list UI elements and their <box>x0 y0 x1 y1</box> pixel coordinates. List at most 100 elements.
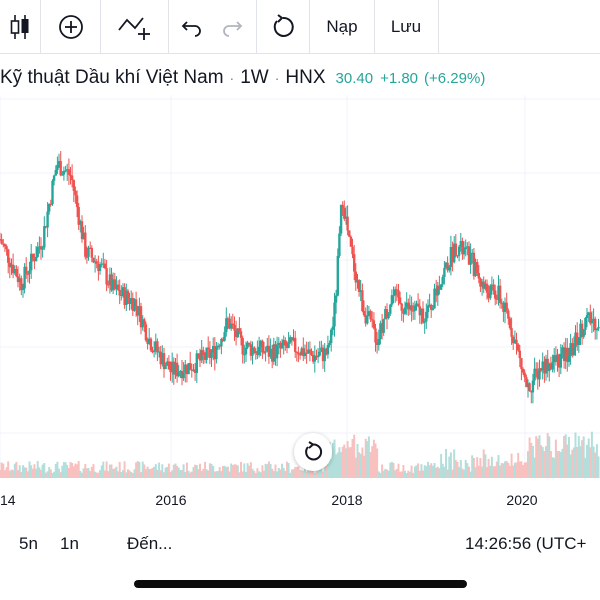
volume-bar <box>159 470 162 478</box>
volume-bar <box>246 463 249 478</box>
volume-bar <box>207 470 210 478</box>
candle-body <box>369 311 372 320</box>
volume-bar <box>374 443 377 478</box>
volume-bar <box>549 451 552 478</box>
undo-icon[interactable] <box>173 0 211 53</box>
volume-bar <box>81 472 83 478</box>
volume-bar <box>202 468 205 478</box>
volume-bar <box>535 436 538 478</box>
candle-body <box>479 278 482 287</box>
volume-bar <box>582 436 585 478</box>
volume-bar <box>366 441 369 478</box>
volume-bar <box>25 467 28 478</box>
candle-body <box>254 351 257 353</box>
candle-body <box>292 337 295 341</box>
candle-body <box>528 383 531 392</box>
range-1y-button[interactable]: 1n <box>60 534 79 553</box>
candle-body <box>549 363 553 370</box>
candle-body <box>562 347 566 361</box>
candle-body <box>312 354 315 362</box>
volume-bar <box>35 468 38 478</box>
home-indicator <box>134 580 467 588</box>
volume-bar <box>263 470 265 478</box>
candle-body <box>318 351 321 356</box>
candle-body <box>536 370 539 380</box>
candle-body <box>256 351 259 355</box>
load-layout-button[interactable]: Nạp <box>326 16 358 36</box>
candle-body <box>367 311 371 316</box>
volume-bar <box>140 472 142 478</box>
candle-body <box>179 371 182 373</box>
candle-body <box>249 344 253 356</box>
candle-body <box>84 232 87 257</box>
candle-body <box>134 299 138 306</box>
volume-bar <box>89 471 92 478</box>
volume-bar <box>353 434 356 478</box>
compare-symbol-icon[interactable] <box>101 0 168 53</box>
candle-body <box>157 351 161 353</box>
candle-body <box>85 256 89 258</box>
candle-body <box>146 340 149 344</box>
candle-body <box>518 350 521 359</box>
volume-bar <box>315 471 318 478</box>
candle-body <box>451 247 454 263</box>
candle-body <box>289 337 292 343</box>
volume-bar <box>271 468 274 478</box>
bottom-toolbar: 5n 1n Đến... 14:26:56 (UTC+ <box>0 520 600 570</box>
candles-icon[interactable] <box>0 0 40 53</box>
candle-body <box>433 288 436 309</box>
candle-body <box>61 174 64 176</box>
volume-bar <box>120 472 123 478</box>
volume-bar <box>381 464 384 478</box>
volume-bar <box>358 452 361 478</box>
toolbar-divider <box>100 0 101 53</box>
volume-bar <box>286 461 288 478</box>
add-indicator-icon[interactable] <box>41 0 100 53</box>
candle-body <box>379 323 382 339</box>
volume-bar <box>408 471 411 478</box>
candle-body <box>431 308 435 310</box>
goto-date-button[interactable]: Đến... <box>127 534 173 553</box>
volume-bar <box>26 471 29 478</box>
volume-bar <box>302 470 305 478</box>
candle-body <box>0 239 3 244</box>
volume-bar <box>149 469 152 478</box>
volume-bar <box>236 465 239 478</box>
volume-bar <box>584 457 587 478</box>
volume-bar <box>18 465 21 478</box>
candle-body <box>441 277 444 285</box>
redo-icon[interactable] <box>213 0 251 53</box>
volume-bar <box>509 465 511 478</box>
candle-body <box>338 233 341 256</box>
volume-bar <box>436 466 439 478</box>
candle-body <box>139 306 143 328</box>
volume-bar <box>261 465 264 478</box>
volume-bar <box>440 454 443 478</box>
save-layout-button[interactable]: Lưu <box>390 16 422 36</box>
candle-body <box>226 318 230 320</box>
symbol-legend[interactable]: Kỹ thuật Dầu khí Việt Nam · 1W · HNX 30.… <box>0 62 485 94</box>
volume-bar <box>218 467 221 478</box>
volume-bar <box>499 465 502 478</box>
reset-view-button[interactable] <box>294 433 332 471</box>
price-chart[interactable]: 14 2016 2018 2020 <box>0 95 600 515</box>
volume-bar <box>390 461 393 478</box>
volume-bar <box>74 463 77 478</box>
candle-body <box>574 332 577 348</box>
candle-body <box>554 355 558 362</box>
volume-bar <box>568 436 570 478</box>
candle-body <box>533 368 536 381</box>
volume-bar <box>38 467 41 478</box>
candle-body <box>7 249 10 263</box>
volume-bar <box>561 448 564 478</box>
chart-toolbar: Nạp Lưu <box>0 0 600 54</box>
volume-bar <box>523 462 526 478</box>
range-5y-button[interactable]: 5n <box>19 534 38 553</box>
volume-bar <box>441 463 444 478</box>
price-chart-svg[interactable]: 14 2016 2018 2020 <box>0 95 600 515</box>
clock-timezone[interactable]: 14:26:56 (UTC+ <box>465 534 587 553</box>
reset-chart-icon[interactable] <box>257 0 309 53</box>
candle-body <box>416 303 420 307</box>
volume-bar <box>143 464 146 478</box>
volume-bar <box>446 469 449 478</box>
